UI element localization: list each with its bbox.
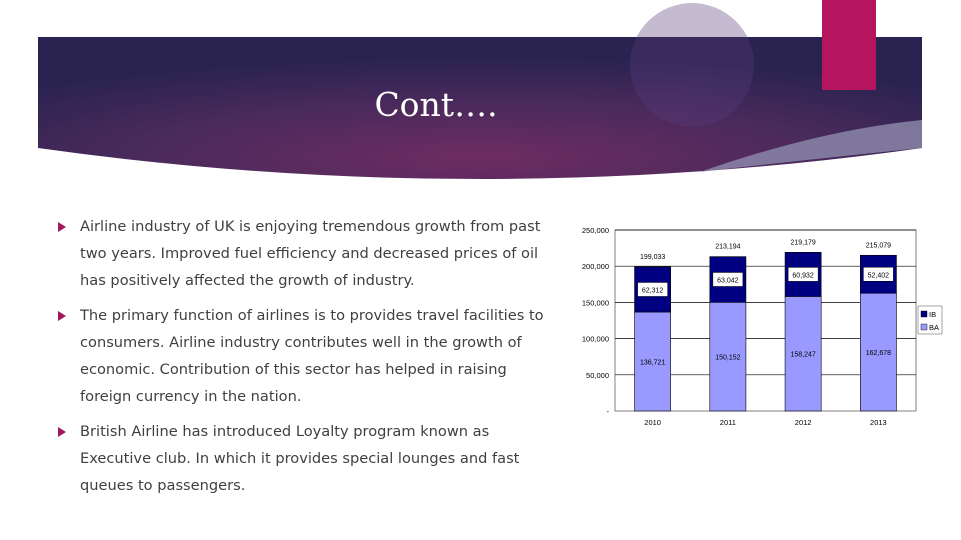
bullet-text: Airline industry of UK is enjoying treme… <box>80 218 541 289</box>
data-label-box <box>637 282 668 297</box>
data-label-box <box>863 267 894 282</box>
bullet-list: Airline industry of UK is enjoying treme… <box>58 213 548 507</box>
title-banner <box>38 3 922 179</box>
total-label: 199,033 <box>640 254 665 261</box>
y-tick-label: 150,000 <box>582 298 609 307</box>
bar-segment-ba <box>784 296 822 412</box>
data-label-box <box>787 267 819 282</box>
bullet-text: British Airline has introduced Loyalty p… <box>80 423 520 494</box>
bullet-text: The primary function of airlines is to p… <box>80 307 544 405</box>
slide-title: Cont…. <box>374 85 498 124</box>
data-label: 52,402 <box>868 272 890 279</box>
legend-swatch-ba <box>920 323 928 331</box>
y-tick-label: 200,000 <box>582 262 609 271</box>
x-tick-label: 2013 <box>870 418 887 427</box>
data-label-box <box>712 272 744 287</box>
accent-tab <box>822 0 876 90</box>
y-tick-label: - <box>607 407 610 416</box>
data-label: 158,247 <box>790 352 815 359</box>
y-tick-label: 250,000 <box>582 226 609 235</box>
triangle-bullet-icon <box>58 311 66 321</box>
x-tick-label: 2012 <box>795 418 812 427</box>
bar-segment-ba <box>860 292 897 412</box>
y-tick-label: 50,000 <box>586 371 609 380</box>
total-label: 213,194 <box>715 244 740 251</box>
data-label: 60,932 <box>792 272 814 279</box>
bullet-item: The primary function of airlines is to p… <box>58 302 548 410</box>
data-label: 150,152 <box>715 355 740 362</box>
data-label: 63,042 <box>717 277 739 284</box>
banner-glow-circle <box>630 3 754 127</box>
legend-label: BA <box>929 323 939 332</box>
x-tick-label: 2010 <box>644 418 661 427</box>
bullet-item: British Airline has introduced Loyalty p… <box>58 418 548 499</box>
y-tick-label: 100,000 <box>582 335 609 344</box>
legend-swatch-ib <box>920 310 928 318</box>
triangle-bullet-icon <box>58 222 66 232</box>
banner-swoosh <box>700 120 922 172</box>
data-label: 136,721 <box>640 360 665 367</box>
total-label: 215,079 <box>866 242 891 249</box>
bar-segment-ba <box>709 301 747 412</box>
data-label: 62,312 <box>642 287 664 294</box>
x-tick-label: 2011 <box>720 418 736 427</box>
banner-shape <box>38 37 922 179</box>
data-label: 162,678 <box>866 350 891 357</box>
total-label: 219,179 <box>790 239 815 246</box>
stacked-bar-chart: - 50,000 100,000 150,000 200,000 250,000 136,7… <box>582 226 943 427</box>
legend-label: IB <box>929 310 936 319</box>
bullet-item: Airline industry of UK is enjoying treme… <box>58 213 548 294</box>
triangle-bullet-icon <box>58 427 66 437</box>
